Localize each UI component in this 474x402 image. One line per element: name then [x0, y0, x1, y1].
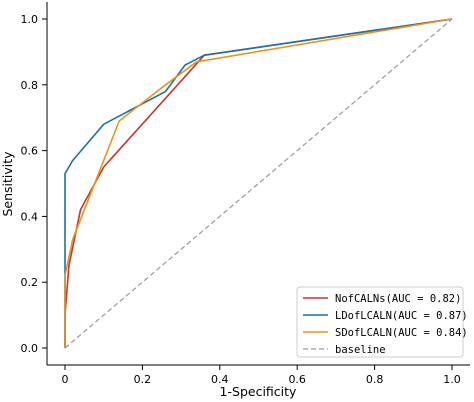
- y-tick-label: 0.2: [21, 276, 39, 289]
- legend-label-nofcalns: NofCALNs(AUC = 0.82): [335, 293, 461, 305]
- y-tick-label: 1.0: [21, 13, 39, 26]
- legend-label-sdoflcaln: SDofLCALN(AUC = 0.84): [335, 327, 468, 339]
- x-tick-label: 0.6: [288, 373, 306, 386]
- x-tick-label: 1.0: [443, 373, 461, 386]
- plot-area: 0 0.2 0.4 0.6 0.8 1.0 0.0 0.2 0.4 0.6 0.8 1.0: [21, 2, 470, 386]
- legend-items: NofCALNs(AUC = 0.82) LDofLCALN(AUC = 0.87…: [303, 293, 468, 356]
- y-tick-label: 0.6: [21, 145, 39, 158]
- y-axis-title: Sensitivity: [0, 151, 15, 217]
- x-axis-ticks: 0 0.2 0.4 0.6 0.8 1.0: [62, 365, 461, 386]
- y-axis-ticks: 0.0 0.2 0.4 0.6 0.8 1.0: [21, 13, 47, 355]
- y-tick-label: 0.4: [21, 210, 39, 223]
- legend: NofCALNs(AUC = 0.82) LDofLCALN(AUC = 0.87…: [296, 286, 468, 358]
- legend-box: [296, 286, 464, 358]
- x-tick-label: 0.8: [366, 373, 384, 386]
- series-line-ldoflcaln: [64, 18, 453, 348]
- legend-label-ldoflcaln: LDofLCALN(AUC = 0.87): [335, 310, 468, 322]
- x-tick-label: 0.2: [134, 373, 152, 386]
- x-tick-label: 0.4: [211, 373, 229, 386]
- legend-label-baseline: baseline: [335, 344, 386, 356]
- series-lines: [64, 18, 453, 349]
- y-tick-label: 0.8: [21, 79, 39, 92]
- series-line-sdoflcaln: [64, 18, 453, 348]
- x-axis-title: 1-Specificity: [220, 384, 297, 399]
- series-line-baseline: [64, 18, 453, 349]
- y-tick-label: 0.0: [21, 342, 39, 355]
- x-tick-label: 0: [62, 373, 69, 386]
